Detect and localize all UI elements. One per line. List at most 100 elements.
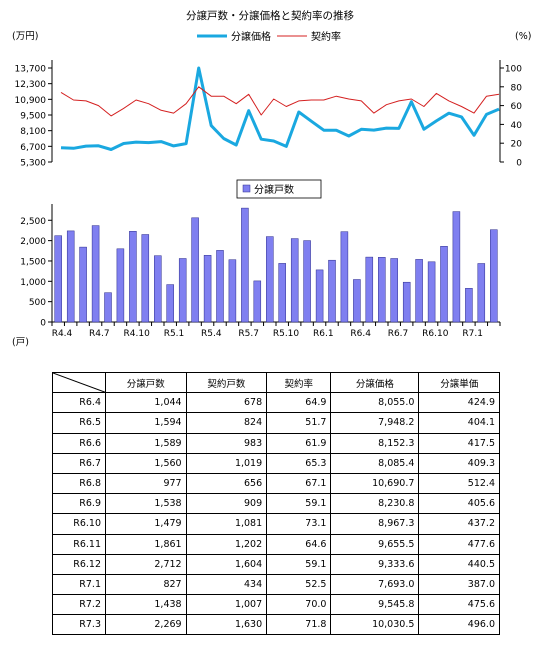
table-row: R7.2 1,438 1,007 70.0 9,545.8 475.6 — [52, 594, 500, 616]
table-cell: 1,630 — [185, 614, 268, 636]
row-label: R6.5 — [52, 412, 106, 434]
table-row: R6.11 1,861 1,202 64.6 9,655.5 477.6 — [52, 533, 500, 555]
table-cell: 405.6 — [418, 493, 500, 515]
table-cell: 1,007 — [185, 594, 268, 616]
bar — [116, 248, 125, 323]
bar — [378, 257, 386, 323]
table-row: R7.1 827 434 52.5 7,693.0 387.0 — [52, 573, 500, 596]
table-header-cell: 分譲価格 — [330, 371, 420, 394]
bar-legend-label: 分譲戸数 — [254, 183, 294, 196]
table-row: R7.3 2,269 1,630 71.8 10,030.5 496.0 — [52, 614, 500, 636]
table-corner-cell — [52, 371, 106, 394]
bar — [278, 263, 286, 323]
bar — [104, 292, 112, 323]
bar-x-tick-label: R6.4 — [350, 329, 371, 339]
bar-y-tick-label: 0 — [40, 319, 46, 329]
bar — [328, 259, 336, 323]
row-label: R6.10 — [52, 513, 106, 535]
bar — [228, 259, 237, 323]
table-cell: 9,333.6 — [330, 553, 420, 575]
table-cell: 440.5 — [418, 553, 500, 575]
series-line-contract-rate — [60, 86, 500, 117]
table-cell: 59.1 — [266, 553, 332, 575]
table-header-cell: 契約率 — [266, 371, 332, 394]
table-cell: 73.1 — [266, 513, 332, 535]
bar-y-unit: (戸) — [12, 337, 29, 348]
table-cell: 70.0 — [266, 594, 332, 616]
table-header-cell: 分譲戸数 — [105, 371, 187, 394]
table-cell: 8,230.8 — [330, 493, 420, 515]
row-label: R6.11 — [52, 533, 106, 555]
table-cell: 1,202 — [185, 533, 268, 555]
bar — [365, 256, 374, 323]
table-cell: 824 — [185, 412, 268, 434]
row-label: R6.6 — [52, 432, 106, 454]
table-cell: 8,055.0 — [330, 392, 420, 414]
table-cell: 2,269 — [105, 614, 187, 636]
row-label: R6.9 — [52, 493, 106, 515]
table-row: R6.12 2,712 1,604 59.1 9,333.6 440.5 — [52, 553, 500, 575]
bar — [191, 217, 199, 323]
line-series-group — [60, 66, 500, 151]
table-cell: 52.5 — [266, 573, 332, 596]
bar — [440, 246, 448, 323]
bar — [253, 280, 262, 323]
bar — [241, 207, 249, 323]
table-cell: 9,655.5 — [330, 533, 420, 555]
bar — [203, 255, 212, 323]
table-row: R6.8 977 656 67.1 10,690.7 512.4 — [52, 472, 500, 495]
table-row: R6.6 1,589 983 61.9 8,152.3 417.5 — [52, 432, 500, 454]
bar — [166, 284, 174, 323]
bar — [266, 236, 274, 323]
line-chart-title: 分譲戸数・分譲価格と契約率の推移 — [186, 9, 354, 22]
table-cell: 51.7 — [266, 412, 332, 434]
chart-area: 分譲戸数・分譲価格と契約率の推移 (万円) (%) 分譲価格 契約率 5,300 6… — [12, 9, 531, 348]
table-cell: 1,438 — [105, 594, 187, 616]
table-cell: 71.8 — [266, 614, 332, 636]
right-tick-label: 40 — [511, 121, 523, 131]
table-cell: 1,594 — [105, 412, 187, 434]
right-tick-label: 20 — [511, 140, 523, 150]
bar — [315, 269, 324, 323]
table-cell: 1,019 — [185, 452, 268, 474]
table-cell: 1,479 — [105, 513, 187, 535]
table-cell: 1,538 — [105, 493, 187, 515]
table-body: R6.4 1,044 678 64.9 8,055.0 424.9 R6.5 1,594 824… — [52, 392, 500, 636]
bar — [66, 230, 75, 323]
table-cell: 67.1 — [266, 472, 332, 495]
bar-legend-swatch — [242, 184, 251, 193]
table-cell: 417.5 — [418, 432, 500, 454]
bar-x-tick-label: R6.1 — [313, 329, 334, 339]
table-header-cell: 契約戸数 — [185, 371, 268, 394]
table-cell: 59.1 — [266, 493, 332, 515]
row-label: R6.4 — [52, 392, 106, 414]
bar — [303, 240, 311, 323]
table-cell: 8,085.4 — [330, 452, 420, 474]
bar — [154, 255, 162, 323]
table-header-cell: 分譲単価 — [418, 371, 500, 394]
bar — [452, 211, 461, 323]
table-cell: 656 — [185, 472, 268, 495]
bar — [290, 238, 299, 323]
table-cell: 1,589 — [105, 432, 187, 454]
table-cell: 7,693.0 — [330, 573, 420, 596]
table-cell: 909 — [185, 493, 268, 515]
right-tick-label: 80 — [511, 83, 523, 93]
bar-x-tick-label: R5.7 — [238, 329, 259, 339]
line-legend: 分譲価格 契約率 — [197, 30, 341, 43]
table-row: R6.9 1,538 909 59.1 8,230.8 405.6 — [52, 493, 500, 515]
table-cell: 496.0 — [418, 614, 500, 636]
bar-x-tick-label: R5.4 — [201, 329, 222, 339]
table-cell: 64.9 — [266, 392, 332, 414]
table-cell: 512.4 — [418, 472, 500, 495]
bar-x-tick-label: R6.10 — [422, 329, 449, 339]
table-cell: 1,044 — [105, 392, 187, 414]
row-label: R7.1 — [52, 573, 106, 596]
bar-y-tick-label: 1,000 — [20, 278, 46, 288]
left-axis-unit: (万円) — [12, 31, 38, 42]
corner-diagonal — [53, 373, 105, 392]
bar — [91, 225, 100, 323]
table-cell: 424.9 — [418, 392, 500, 414]
bar — [490, 229, 498, 323]
bar — [353, 279, 361, 323]
